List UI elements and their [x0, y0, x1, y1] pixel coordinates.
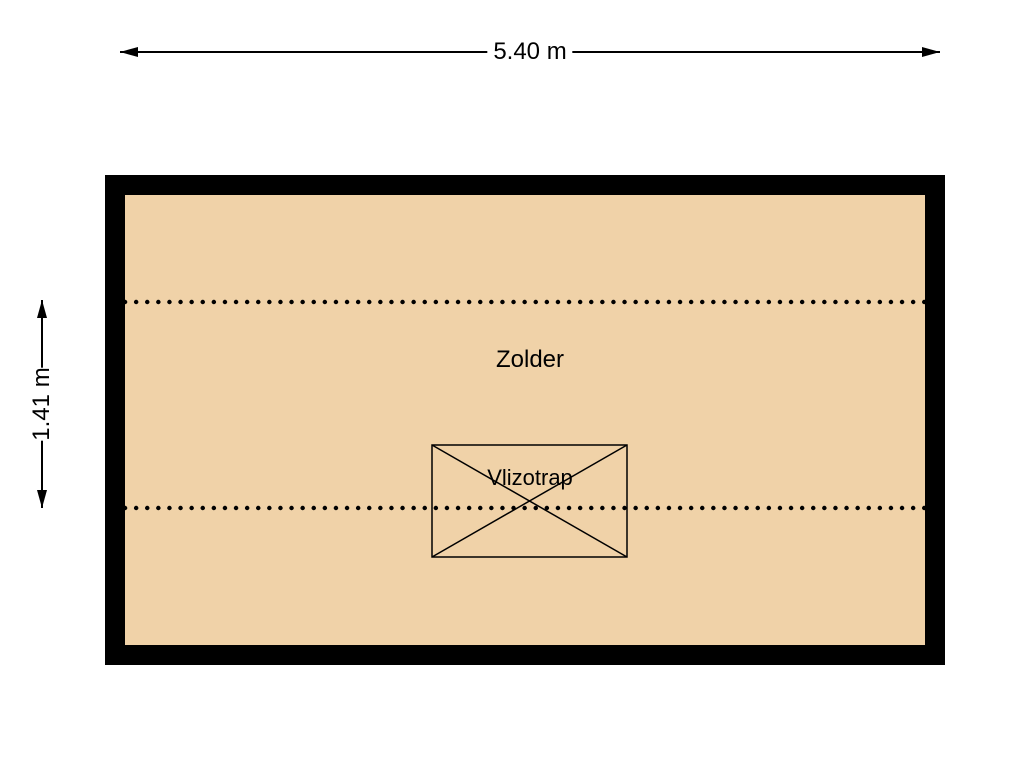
- room-label: Zolder: [496, 346, 564, 374]
- vlizotrap-symbol: [432, 445, 627, 557]
- width-dimension-label: 5.40 m: [487, 38, 572, 66]
- overlay-svg: [0, 0, 1024, 768]
- vlizotrap-label: Vlizotrap: [487, 465, 573, 491]
- height-dimension-label: 1.41 m: [22, 367, 62, 440]
- floorplan-canvas: 5.40 m 1.41 m Zolder Vlizotrap: [0, 0, 1024, 768]
